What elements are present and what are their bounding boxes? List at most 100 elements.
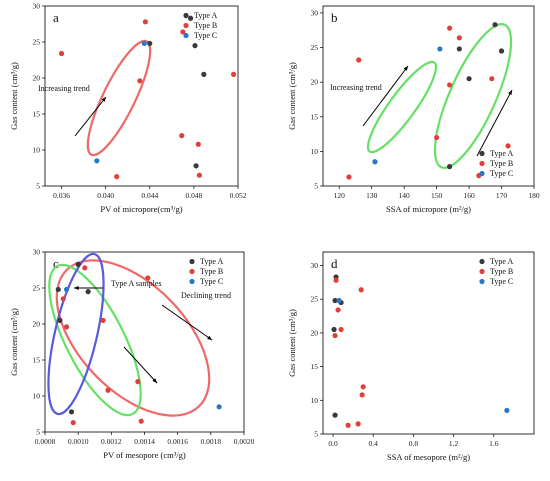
- panel-a: 0.036 0.040 0.044 0.048 0.052 5 10 15 20 25 30 PV o…: [9, 2, 247, 215]
- y-tick-label: 10: [311, 147, 319, 156]
- y-tick-label: 30: [33, 248, 41, 257]
- x-tick-label: 1.2: [449, 439, 459, 448]
- y-tick-label: 5: [314, 430, 318, 439]
- legend-label: Type A: [200, 257, 223, 266]
- x-tick-label: 150: [431, 191, 443, 200]
- legend-marker: [479, 268, 485, 275]
- trend-arrow: [123, 346, 158, 384]
- y-tick-label: 25: [33, 38, 41, 47]
- panel-letter: c: [53, 256, 59, 271]
- y-tick-label: 10: [311, 396, 319, 405]
- data-point: [345, 422, 351, 428]
- x-tick-label: 0.0012: [101, 437, 122, 446]
- legend-label: Type C: [200, 277, 223, 286]
- data-point: [60, 296, 66, 302]
- data-point: [70, 420, 76, 426]
- data-point: [201, 71, 207, 77]
- y-tick-label: 20: [311, 78, 319, 87]
- data-point: [466, 76, 472, 82]
- data-point: [196, 172, 202, 178]
- plot-frame: [322, 5, 535, 187]
- data-point: [489, 76, 495, 82]
- data-point: [75, 261, 81, 267]
- y-tick-label: 20: [311, 328, 319, 337]
- arrow-head: [101, 97, 106, 102]
- data-point: [355, 421, 361, 427]
- data-point: [333, 277, 339, 283]
- group-ellipse: [48, 263, 142, 417]
- data-point: [358, 287, 364, 293]
- data-point: [57, 317, 63, 323]
- series-type-b: [346, 25, 511, 180]
- annotation-layer: Increasing trend: [330, 23, 513, 169]
- series-type-a: [147, 15, 207, 169]
- x-tick-label: 0.0020: [234, 437, 255, 446]
- y-tick-label: 5: [36, 182, 40, 191]
- x-tick-label: 0.036: [53, 191, 70, 200]
- legend-marker: [189, 278, 195, 285]
- data-point: [437, 46, 443, 52]
- data-point: [135, 379, 141, 385]
- y-tick-label: 10: [33, 146, 41, 155]
- series-type-b: [332, 277, 366, 428]
- y-axis-label: Gas content (cm³/g): [287, 309, 297, 377]
- x-axis-label: SSA of micropore (m²/g): [386, 204, 471, 214]
- legend-label: Type A: [490, 257, 513, 266]
- arrow-head: [207, 335, 212, 340]
- y-axis-label: Gas content (cm³/g): [287, 62, 297, 130]
- panel-letter: d: [331, 256, 338, 271]
- legend-marker: [183, 32, 189, 39]
- y-tick-label: 5: [314, 182, 318, 191]
- trend-arrow: [74, 96, 107, 137]
- series-type-c: [94, 40, 147, 164]
- data-point: [147, 40, 153, 47]
- annotation-text: Increasing trend: [330, 83, 382, 92]
- x-tick-label: 0.0: [328, 439, 338, 448]
- panel-b: 120 130 140 150 160 170 180 5 10 15 20 25 30 SSA of m…: [287, 5, 540, 214]
- legend-marker: [479, 160, 485, 167]
- x-tick-label: 0.0010: [68, 437, 89, 446]
- legend-label: Type A: [194, 11, 217, 20]
- legend-marker: [183, 22, 189, 29]
- data-point: [492, 22, 498, 28]
- y-tick-label: 5: [36, 428, 40, 437]
- x-tick-label: 0.0008: [35, 437, 56, 446]
- legend-label: Type C: [194, 31, 217, 40]
- annotation-layer: Increasing trend: [38, 39, 152, 157]
- x-tick-label: 120: [334, 191, 346, 200]
- series-type-a: [55, 261, 91, 415]
- x-tick-label: 0.048: [185, 191, 202, 200]
- trend-arrow: [161, 304, 213, 341]
- data-point: [114, 174, 120, 180]
- y-tick-label: 30: [311, 261, 319, 270]
- y-tick-label: 25: [311, 43, 319, 52]
- data-point: [447, 164, 453, 170]
- legend-label: Type B: [490, 159, 513, 168]
- series-type-b: [58, 19, 237, 180]
- data-point: [216, 404, 222, 410]
- y-tick-label: 30: [33, 2, 41, 11]
- data-point: [193, 163, 199, 169]
- group-ellipse: [47, 252, 105, 416]
- series-type-c: [63, 286, 222, 410]
- data-point: [85, 289, 91, 295]
- x-axis-label: PV of micropore(cm³/g): [100, 204, 182, 214]
- annotation-text: Declining trend: [181, 291, 231, 300]
- legend-marker: [189, 258, 195, 265]
- data-point: [505, 143, 511, 149]
- x-tick-label: 0.044: [141, 191, 158, 200]
- series-type-c: [336, 297, 510, 414]
- annotation-layer: Type A samples Declining trend: [47, 252, 231, 417]
- data-point: [498, 48, 505, 54]
- data-point: [195, 141, 201, 147]
- x-tick-label: 130: [366, 191, 378, 200]
- series-type-b: [60, 265, 151, 426]
- data-point: [346, 174, 352, 180]
- legend-marker: [479, 278, 485, 285]
- data-point: [137, 78, 143, 84]
- data-point: [359, 392, 365, 398]
- legend-label: Type B: [200, 267, 223, 276]
- x-tick-label: 170: [496, 191, 508, 200]
